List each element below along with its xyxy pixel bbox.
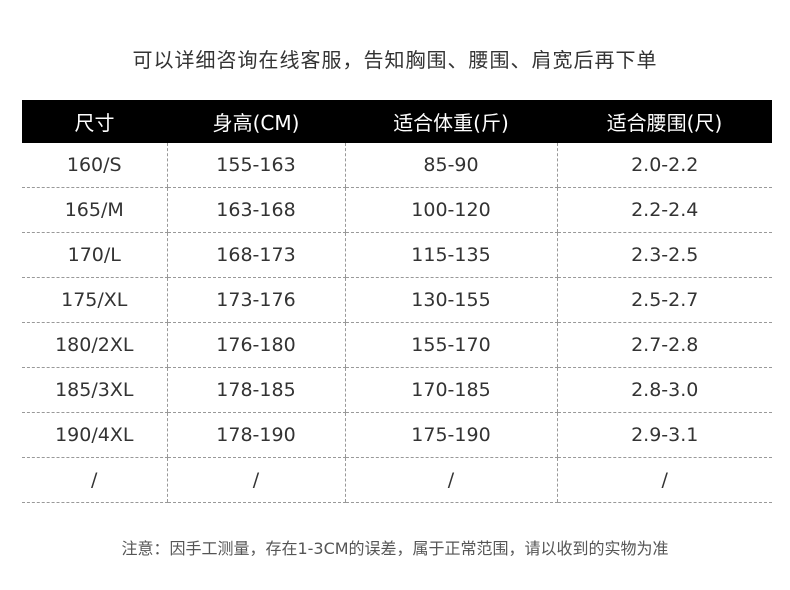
table-row: 185/3XL 178-185 170-185 2.8-3.0 <box>22 367 772 413</box>
size-table: 尺寸 身高(CM) 适合体重(斤) 适合腰围(尺) 160/S 155-163 85-90… <box>22 100 772 503</box>
table-cell: 178-190 <box>166 412 345 458</box>
table-cell: 190/4XL <box>22 412 167 458</box>
table-cell: 178-185 <box>166 367 345 413</box>
table-cell: 130-155 <box>344 277 557 323</box>
column-header: 尺寸 <box>22 100 167 143</box>
table-row: 160/S 155-163 85-90 2.0-2.2 <box>22 143 772 188</box>
header-row: 尺寸 身高(CM) 适合体重(斤) 适合腰围(尺) <box>22 100 772 143</box>
table-row: 170/L 168-173 115-135 2.3-2.5 <box>22 232 772 278</box>
table-cell: 2.0-2.2 <box>556 143 772 188</box>
table-row: 180/2XL 176-180 155-170 2.7-2.8 <box>22 322 772 368</box>
table-cell: 100-120 <box>344 187 557 233</box>
column-header: 适合体重(斤) <box>345 100 557 143</box>
column-header: 身高(CM) <box>167 100 345 143</box>
table-cell: 168-173 <box>166 232 345 278</box>
table-row: 190/4XL 178-190 175-190 2.9-3.1 <box>22 412 772 458</box>
table-body: 160/S 155-163 85-90 2.0-2.2 165/M 163-168 100-… <box>22 143 772 503</box>
table-row: 165/M 163-168 100-120 2.2-2.4 <box>22 187 772 233</box>
table-cell: 175/XL <box>22 277 167 323</box>
table-cell: 2.9-3.1 <box>556 412 772 458</box>
table-cell: 85-90 <box>344 143 557 188</box>
table-cell: 115-135 <box>344 232 557 278</box>
table-cell: 176-180 <box>166 322 345 368</box>
table-cell: 180/2XL <box>22 322 167 368</box>
table-cell: 2.7-2.8 <box>556 322 772 368</box>
title: 可以详细咨询在线客服，告知胸围、腰围、肩宽后再下单 <box>132 48 658 72</box>
table-cell: 170/L <box>22 232 167 278</box>
table-cell: 2.8-3.0 <box>556 367 772 413</box>
table-cell: 2.5-2.7 <box>556 277 772 323</box>
table-row: 175/XL 173-176 130-155 2.5-2.7 <box>22 277 772 323</box>
table-cell: 185/3XL <box>22 367 167 413</box>
table-cell: 163-168 <box>166 187 345 233</box>
table-row: / / / / <box>22 457 772 503</box>
table-cell: / <box>22 457 167 503</box>
table-cell: 2.2-2.4 <box>556 187 772 233</box>
table-cell: 155-170 <box>344 322 557 368</box>
table-cell: 2.3-2.5 <box>556 232 772 278</box>
table-cell: / <box>344 457 557 503</box>
table-cell: 173-176 <box>166 277 345 323</box>
table-cell: 160/S <box>22 143 167 188</box>
table-cell: / <box>166 457 345 503</box>
column-header: 适合腰围(尺) <box>557 100 772 143</box>
table-cell: / <box>556 457 772 503</box>
table-cell: 165/M <box>22 187 167 233</box>
table-cell: 155-163 <box>166 143 345 188</box>
footer-note: 注意：因手工测量，存在1-3CM的误差，属于正常范围，请以收到的实物为准 <box>121 539 669 558</box>
table-cell: 170-185 <box>344 367 557 413</box>
table-cell: 175-190 <box>344 412 557 458</box>
